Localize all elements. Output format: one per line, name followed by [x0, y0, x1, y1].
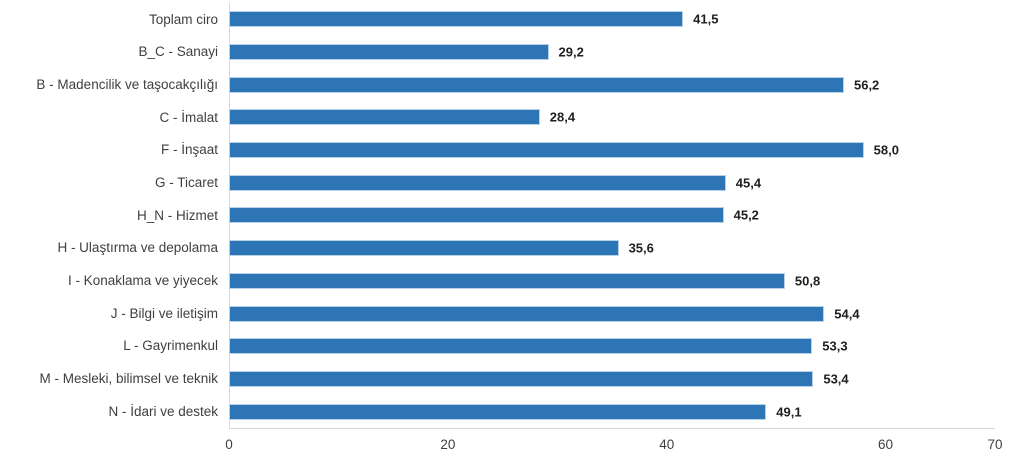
bar	[229, 109, 540, 126]
x-tick-label: 40	[659, 437, 675, 452]
bar-row: H - Ulaştırma ve depolama 35,6	[0, 232, 995, 265]
x-axis-ticks: 0 20 40 60 70	[225, 437, 1002, 458]
value-label: 29,2	[558, 44, 584, 60]
bar-row: B_C - Sanayi 29,2	[0, 36, 995, 69]
value-label: 53,3	[822, 338, 848, 354]
bar	[229, 305, 825, 322]
bar-row: C - İmalat 28,4	[0, 101, 995, 134]
x-tick-label: 60	[878, 437, 894, 452]
bar-track: 58,0	[229, 134, 995, 167]
bar-track: 49,1	[229, 395, 995, 428]
bar-row: J - Bilgi ve iletişim 54,4	[0, 297, 995, 330]
bar-row: G - Ticaret 45,4	[0, 166, 995, 199]
bar-track: 53,4	[229, 363, 995, 396]
value-label: 58,0	[873, 142, 899, 158]
category-label: I - Konaklama ve yiyecek	[67, 273, 218, 289]
category-label: G - Ticaret	[154, 175, 218, 191]
value-label: 54,4	[834, 306, 860, 322]
bar	[229, 142, 864, 159]
bar-row: Toplam ciro 41,5	[0, 3, 995, 36]
bar-track: 56,2	[229, 68, 995, 101]
bar-track: 53,3	[229, 330, 995, 363]
bar-row: F - İnşaat 58,0	[0, 134, 995, 167]
bar	[229, 11, 684, 28]
x-axis-line	[229, 428, 995, 429]
category-label: J - Bilgi ve iletişim	[110, 305, 218, 321]
bar-track: 28,4	[229, 101, 995, 134]
bar	[229, 338, 813, 355]
x-tick-label: 0	[225, 437, 233, 452]
category-label: H - Ulaştırma ve depolama	[57, 240, 218, 256]
bar-track: 35,6	[229, 232, 995, 265]
x-tick-label: 70	[987, 437, 1003, 452]
category-label: Toplam ciro	[148, 11, 218, 27]
bar-track: 50,8	[229, 265, 995, 298]
category-label: H_N - Hizmet	[136, 207, 218, 223]
category-label: M - Mesleki, bilimsel ve teknik	[39, 371, 218, 387]
bar-row: M - Mesleki, bilimsel ve teknik 53,4	[0, 363, 995, 396]
value-label: 50,8	[794, 273, 821, 289]
value-label: 28,4	[549, 109, 576, 125]
value-label: 35,6	[628, 240, 654, 256]
bar-row: N - İdari ve destek 49,1	[0, 395, 995, 428]
category-label: C - İmalat	[159, 109, 218, 125]
bar-rows-container: Toplam ciro 41,5 B_C - Sanayi 29,2 B - M…	[0, 3, 995, 428]
value-label: 53,4	[823, 371, 849, 387]
bar-track: 54,4	[229, 297, 995, 330]
bar	[229, 370, 814, 387]
category-label: N - İdari ve destek	[108, 403, 218, 419]
value-label: 45,4	[735, 175, 762, 191]
bar-row: L - Gayrimenkul 53,3	[0, 330, 995, 363]
value-label: 56,2	[853, 77, 880, 93]
bar-track: 45,4	[229, 166, 995, 199]
value-label: 49,1	[776, 404, 802, 420]
bar	[229, 44, 549, 61]
value-label: 41,5	[693, 11, 719, 27]
bar	[229, 76, 844, 93]
value-label: 45,2	[733, 207, 759, 223]
bar-row: H_N - Hizmet 45,2	[0, 199, 995, 232]
category-label: B_C - Sanayi	[138, 44, 218, 60]
category-label: B - Madencilik ve taşocakçılığı	[36, 76, 218, 92]
bar	[229, 207, 724, 224]
bar-track: 41,5	[229, 3, 995, 36]
bar	[229, 403, 767, 420]
x-tick-label: 20	[440, 437, 456, 452]
bar	[229, 240, 619, 257]
bar	[229, 174, 726, 191]
category-label: F - İnşaat	[160, 142, 218, 158]
bar	[229, 272, 785, 289]
bar-row: B - Madencilik ve taşocakçılığı 56,2	[0, 68, 995, 101]
category-label: L - Gayrimenkul	[123, 338, 218, 354]
bar-row: I - Konaklama ve yiyecek 50,8	[0, 265, 995, 298]
bar-track: 45,2	[229, 199, 995, 232]
bar-track: 29,2	[229, 36, 995, 69]
